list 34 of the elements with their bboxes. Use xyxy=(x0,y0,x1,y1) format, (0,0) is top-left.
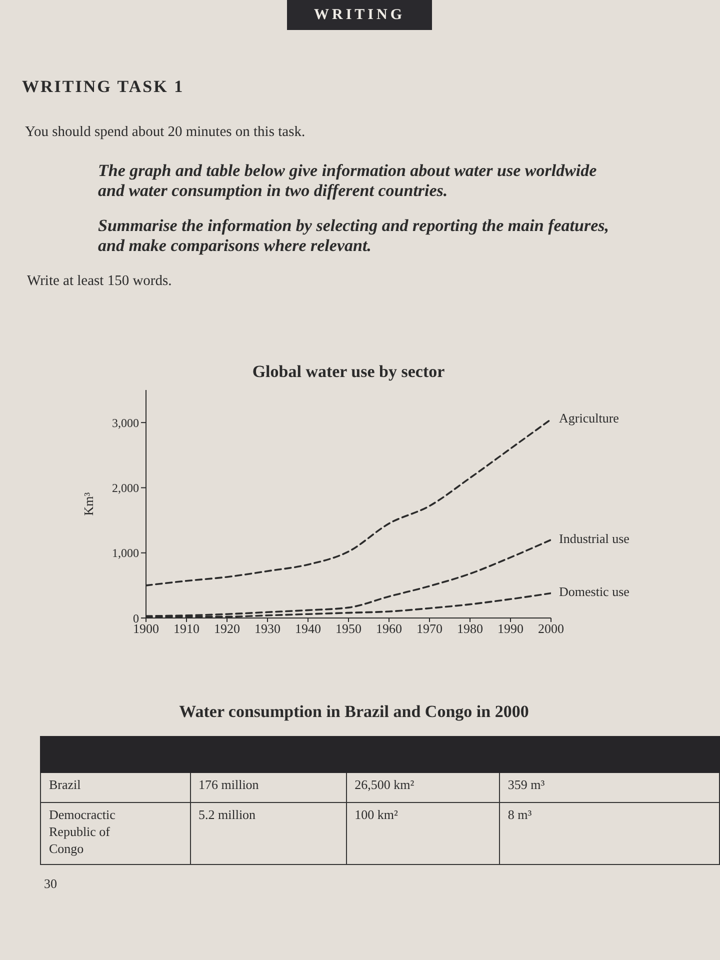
text: Write at least 150 words. xyxy=(27,273,172,290)
y-tick-label: 3,000 xyxy=(112,416,139,430)
text: Democractic Republic of Congo xyxy=(49,806,116,857)
text: Summarise the information by selecting and reporting the main features, and make comparisons where relevant. xyxy=(98,216,610,256)
x-tick-label: 1920 xyxy=(214,621,240,636)
text: WRITING xyxy=(287,0,432,30)
text: 8 m³ xyxy=(508,806,533,823)
text: 176 million xyxy=(198,776,260,793)
text: 5.2 million xyxy=(198,806,257,823)
text: 359 m³ xyxy=(508,776,546,793)
x-tick-label: 1960 xyxy=(376,621,402,636)
y-tick-label: 2,000 xyxy=(112,480,139,495)
chart-title: Global water use by sector xyxy=(251,362,446,382)
y-axis-title: Km³ xyxy=(81,491,97,518)
x-tick-label: 1980 xyxy=(457,621,483,636)
text: 26,500 km² xyxy=(354,776,416,793)
series-label: Industrial use xyxy=(559,530,630,546)
y-tick-label: 1,000 xyxy=(112,546,139,560)
x-tick-label: 1910 xyxy=(174,621,200,636)
series-label: Domestic use xyxy=(559,584,630,600)
x-tick-label: 1950 xyxy=(336,621,362,636)
x-tick-label: 1940 xyxy=(295,621,321,636)
x-tick-label: 1970 xyxy=(416,621,442,636)
x-tick-label: 1930 xyxy=(254,621,280,636)
text: 30 xyxy=(44,876,57,892)
x-tick-label: 1990 xyxy=(498,621,524,636)
text: WRITING TASK 1 xyxy=(22,77,184,97)
text: The graph and table below give information about water use worldwide and water consumption in two different countries. xyxy=(98,161,598,201)
text: Brazil xyxy=(49,776,82,793)
text: You should spend about 20 minutes on this task. xyxy=(25,124,306,141)
text: Water consumption in Brazil and Congo in 2000 xyxy=(178,702,530,722)
text: 100 km² xyxy=(354,806,399,823)
series-label: Agriculture xyxy=(559,410,620,426)
x-tick-label: 2000 xyxy=(538,621,564,636)
